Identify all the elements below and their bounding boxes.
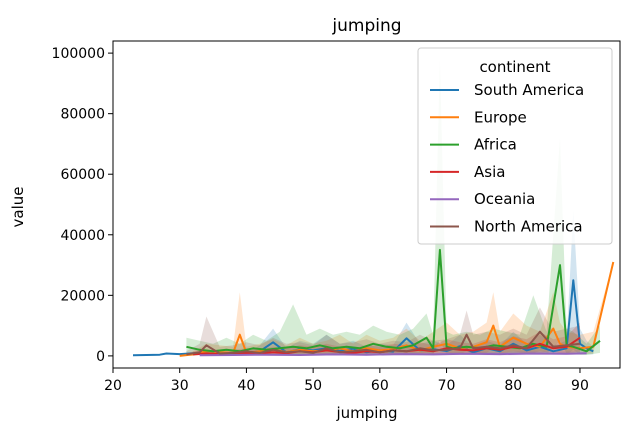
legend-label: Asia — [474, 163, 505, 181]
chart-title: jumping — [331, 16, 401, 36]
x-tick-label: 70 — [438, 378, 456, 394]
legend-label: Oceania — [474, 190, 535, 208]
legend-label: Europe — [474, 108, 527, 126]
legend-label: North America — [474, 218, 583, 236]
x-axis-label: jumping — [335, 404, 397, 422]
x-axis-ticks: 20 30 40 50 60 70 80 90 — [104, 368, 589, 394]
x-tick-label: 90 — [571, 378, 589, 394]
y-tick-label: 0 — [96, 349, 105, 365]
y-tick-label: 100000 — [52, 46, 105, 62]
band-europe — [179, 262, 614, 356]
x-tick-label: 20 — [104, 378, 122, 394]
y-tick-label: 20000 — [60, 288, 105, 304]
y-tick-label: 60000 — [60, 167, 105, 183]
y-tick-label: 80000 — [60, 107, 105, 123]
legend-item-asia: Asia — [430, 163, 505, 181]
y-tick-label: 40000 — [60, 228, 105, 244]
x-tick-label: 40 — [238, 378, 256, 394]
legend-item-europe: Europe — [430, 108, 527, 126]
band-africa — [186, 59, 600, 355]
legend-title: continent — [479, 58, 550, 76]
plot-area-frame — [112, 40, 621, 369]
y-axis-ticks: 0 20000 40000 60000 80000 100000 — [52, 46, 113, 365]
x-tick-label: 30 — [171, 378, 189, 394]
y-axis-label: value — [9, 187, 27, 228]
legend-item-oceania: Oceania — [430, 190, 535, 208]
legend-box — [417, 47, 613, 245]
series-line-north-america — [186, 330, 581, 356]
legend: continent South America Europe Africa Asia O… — [417, 47, 613, 245]
legend-item-north-america: North America — [430, 218, 583, 236]
x-tick-label: 50 — [304, 378, 322, 394]
series-lines — [132, 248, 615, 357]
series-line-oceania — [199, 352, 587, 357]
x-tick-label: 80 — [504, 378, 522, 394]
legend-label: South America — [474, 81, 584, 99]
legend-label: Africa — [474, 136, 517, 154]
legend-item-south-america: South America — [430, 81, 584, 99]
legend-item-africa: Africa — [430, 136, 517, 154]
x-tick-label: 60 — [371, 378, 389, 394]
